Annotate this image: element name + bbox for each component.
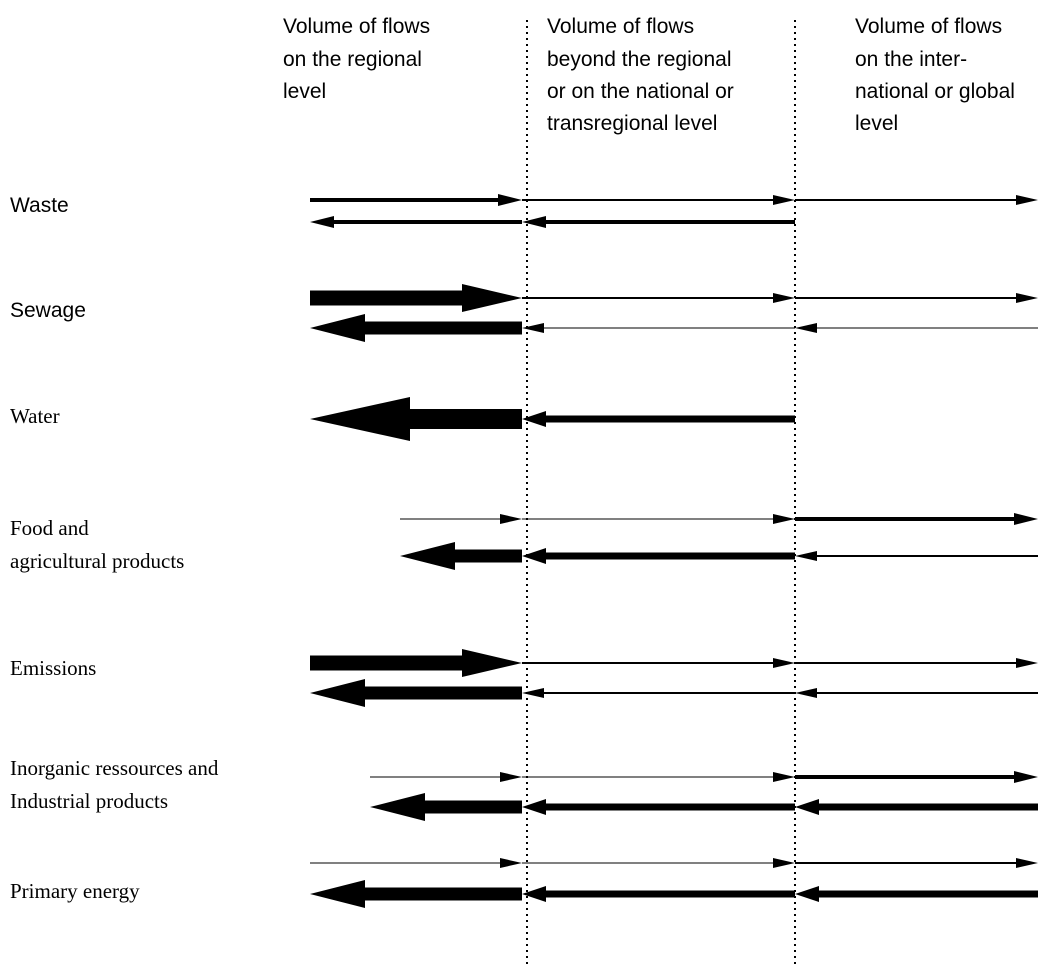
- column-header-global-line-2: on the inter-: [855, 48, 967, 71]
- row-6-inbound-national-arrow: [522, 799, 795, 815]
- row-6-inbound-global-arrow: [795, 799, 1038, 815]
- column-header-global-line-1: Volume of flows: [855, 15, 1002, 38]
- row-label-inorganic: Inorganic ressources and Industrial prod…: [10, 756, 219, 813]
- column-header-global: Volume of flows on the inter- national o…: [855, 15, 1015, 135]
- row-2-inbound-national-arrow: [522, 323, 795, 333]
- row-5-inbound-regional-arrow: [310, 679, 522, 707]
- row-label-waste: Waste: [10, 194, 69, 217]
- row-6-outbound-global-arrow: [795, 771, 1038, 783]
- column-header-regional-line-1: Volume of flows: [283, 15, 430, 38]
- row-7-outbound-national-arrow: [522, 858, 795, 868]
- column-header-regional-line-3: level: [283, 80, 326, 103]
- row-1-outbound-national-arrow: [522, 195, 795, 205]
- row-label-emissions: Emissions: [10, 656, 96, 680]
- row-label-waste-text: Waste: [10, 194, 69, 217]
- column-header-regional: Volume of flows on the regional level: [283, 15, 430, 103]
- row-label-food-line-1: Food and: [10, 516, 89, 540]
- row-label-food: Food and agricultural products: [10, 516, 184, 573]
- row-7-inbound-regional-arrow: [310, 880, 522, 908]
- row-label-primary-energy: Primary energy: [10, 879, 140, 903]
- column-header-global-line-3: national or global: [855, 80, 1015, 103]
- column-header-national: Volume of flows beyond the regional or o…: [547, 15, 734, 135]
- row-1-outbound-regional-arrow: [310, 194, 522, 206]
- row-2-outbound-regional-arrow: [310, 284, 522, 312]
- row-6-outbound-regional-arrow: [370, 772, 522, 782]
- row-6-inbound-regional-arrow: [370, 793, 522, 821]
- row-2-inbound-regional-arrow: [310, 314, 522, 342]
- row-label-sewage-text: Sewage: [10, 299, 86, 322]
- row-label-food-line-2: agricultural products: [10, 549, 184, 573]
- row-2-outbound-global-arrow: [795, 293, 1038, 303]
- flow-arrows: [310, 194, 1038, 908]
- column-header-national-line-4: transregional level: [547, 112, 717, 135]
- row-2-inbound-global-arrow: [795, 323, 1038, 333]
- row-7-outbound-regional-arrow: [310, 858, 522, 868]
- row-7-inbound-national-arrow: [522, 886, 795, 902]
- row-3-inbound-national-arrow: [522, 411, 795, 427]
- row-5-outbound-national-arrow: [522, 658, 795, 668]
- row-3-inbound-regional-arrow: [310, 397, 522, 441]
- row-label-water-text: Water: [10, 404, 60, 428]
- row-1-inbound-regional-arrow: [310, 216, 522, 228]
- row-5-inbound-national-arrow: [522, 688, 795, 698]
- row-4-inbound-national-arrow: [522, 548, 795, 564]
- column-header-national-line-2: beyond the regional: [547, 48, 731, 71]
- row-label-sewage: Sewage: [10, 299, 86, 322]
- row-label-primary-energy-text: Primary energy: [10, 879, 140, 903]
- row-1-inbound-national-arrow: [522, 216, 795, 228]
- row-4-outbound-global-arrow: [795, 513, 1038, 525]
- row-4-outbound-national-arrow: [522, 514, 795, 524]
- row-1-outbound-global-arrow: [795, 195, 1038, 205]
- row-7-outbound-global-arrow: [795, 858, 1038, 868]
- row-5-outbound-global-arrow: [795, 658, 1038, 668]
- column-header-regional-line-2: on the regional: [283, 48, 422, 71]
- row-6-outbound-national-arrow: [522, 772, 795, 782]
- column-header-global-line-4: level: [855, 112, 898, 135]
- column-header-national-line-1: Volume of flows: [547, 15, 694, 38]
- row-5-outbound-regional-arrow: [310, 649, 522, 677]
- row-4-inbound-regional-arrow: [400, 542, 522, 570]
- row-label-water: Water: [10, 404, 60, 428]
- row-7-inbound-global-arrow: [795, 886, 1038, 902]
- row-2-outbound-national-arrow: [522, 293, 795, 303]
- row-5-inbound-global-arrow: [795, 688, 1038, 698]
- row-label-inorganic-line-1: Inorganic ressources and: [10, 756, 219, 780]
- column-header-national-line-3: or on the national or: [547, 80, 734, 103]
- row-label-inorganic-line-2: Industrial products: [10, 789, 168, 813]
- row-4-outbound-regional-arrow: [400, 514, 522, 524]
- row-label-emissions-text: Emissions: [10, 656, 96, 680]
- row-4-inbound-global-arrow: [795, 551, 1038, 561]
